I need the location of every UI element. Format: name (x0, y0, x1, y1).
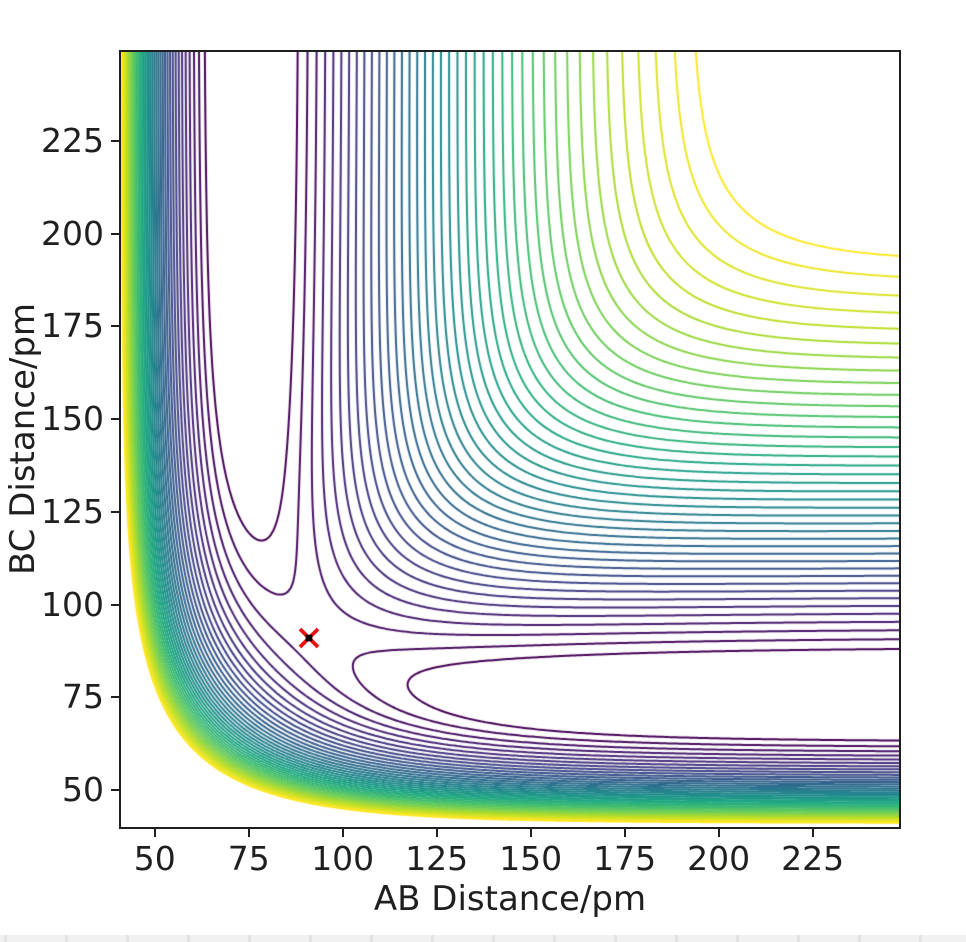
y-tick-label: 50 (62, 769, 104, 809)
next-figure-tick-mark (919, 935, 922, 942)
x-tick-label: 100 (311, 839, 375, 878)
next-figure-tick-mark (309, 935, 312, 942)
contour-plot-canvas (121, 52, 899, 827)
x-tick-label: 225 (781, 839, 845, 878)
y-tick (111, 232, 119, 235)
next-figure-tick-mark (858, 935, 861, 942)
next-figure-tick-mark (797, 935, 800, 942)
next-figure-tick-mark (736, 935, 739, 942)
x-axis-label: AB Distance/pm (373, 879, 647, 919)
next-figure-tick-mark (431, 935, 434, 942)
saddle-point-marker (298, 627, 320, 649)
next-figure-tick-mark (370, 935, 373, 942)
next-figure-tick-mark (553, 935, 556, 942)
next-figure-tick-mark (4, 935, 7, 942)
y-tick (111, 696, 119, 699)
next-figure-tick-mark (126, 935, 129, 942)
next-figure-tick-mark (187, 935, 190, 942)
y-tick (111, 510, 119, 513)
y-tick-label: 100 (41, 584, 104, 624)
next-figure-tick-mark (248, 935, 251, 942)
y-tick (111, 325, 119, 328)
y-tick-label: 175 (41, 306, 104, 346)
y-tick (111, 418, 119, 421)
y-tick-label: 150 (41, 399, 104, 439)
x-tick-label: 75 (227, 839, 270, 878)
x-tick (529, 829, 532, 837)
marker-center-dot (305, 634, 313, 642)
x-tick (623, 829, 626, 837)
next-figure-tick-mark (492, 935, 495, 942)
x-tick-label: 150 (499, 839, 563, 878)
y-tick (111, 603, 119, 606)
y-tick (111, 788, 119, 791)
x-tick-label: 175 (593, 839, 657, 878)
x-tick-label: 125 (405, 839, 469, 878)
next-figure-partial-strip (0, 935, 966, 942)
y-tick-label: 75 (62, 677, 104, 717)
x-tick (435, 829, 438, 837)
next-figure-tick-mark (65, 935, 68, 942)
x-tick (811, 829, 814, 837)
next-figure-tick-mark (614, 935, 617, 942)
x-tick (341, 829, 344, 837)
x-tick-label: 200 (687, 839, 751, 878)
y-tick-label: 225 (41, 121, 104, 160)
x-tick (247, 829, 250, 837)
y-tick (111, 140, 119, 142)
y-tick-label: 200 (41, 213, 104, 253)
next-figure-tick-mark (675, 935, 678, 942)
x-tick (717, 829, 720, 837)
x-tick (153, 829, 156, 837)
x-tick-label: 50 (133, 839, 176, 878)
y-tick-label: 125 (41, 491, 104, 531)
